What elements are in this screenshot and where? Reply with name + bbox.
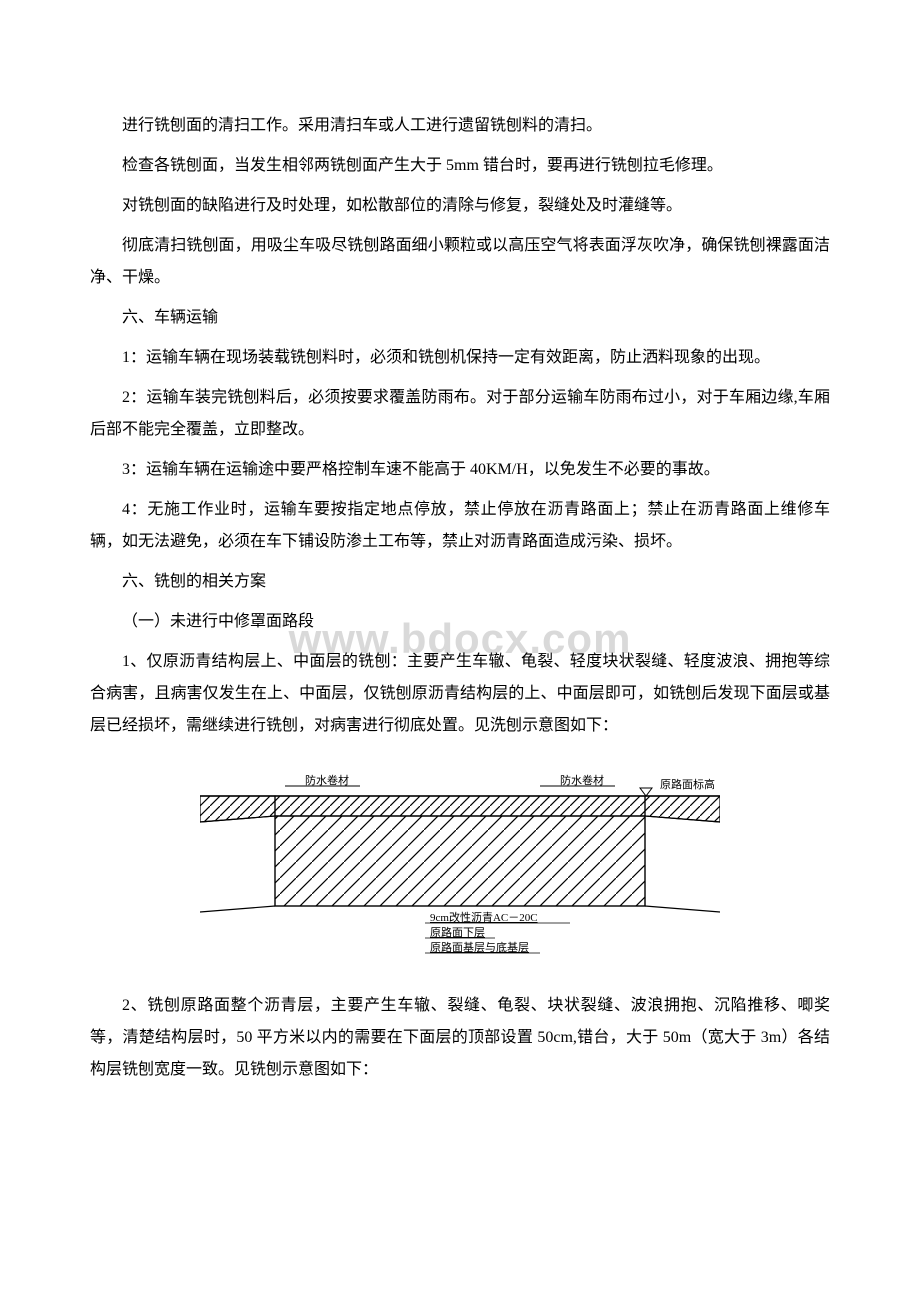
- diagram-label-right: 防水卷材: [560, 773, 604, 787]
- diagram-line2: 原路面下层: [430, 926, 485, 939]
- paragraph: 2、铣刨原路面整个沥青层，主要产生车辙、裂缝、龟裂、块状裂缝、波浪拥抱、沉陷推移…: [90, 990, 830, 1086]
- paragraph: 进行铣刨面的清扫工作。采用清扫车或人工进行遗留铣刨料的清扫。: [90, 110, 830, 142]
- paragraph: 1：运输车辆在现场装载铣刨料时，必须和铣刨机保持一定有效距离，防止洒料现象的出现…: [90, 342, 830, 374]
- milling-diagram: 防水卷材 防水卷材 原路面标高 9cm改性沥青AC－20C: [200, 766, 720, 966]
- diagram-label-left: 防水卷材: [305, 773, 349, 787]
- diagram-line1: 9cm改性沥青AC－20C: [430, 910, 538, 924]
- paragraph: 检查各铣刨面，当发生相邻两铣刨面产生大于 5mm 错台时，要再进行铣刨拉毛修理。: [90, 150, 830, 182]
- paragraph: 4：无施工作业时，运输车要按指定地点停放，禁止停放在沥青路面上；禁止在沥青路面上…: [90, 494, 830, 558]
- section-heading: 六、铣刨的相关方案: [90, 566, 830, 598]
- diagram-label-elevation: 原路面标高: [660, 777, 715, 791]
- paragraph: 2：运输车装完铣刨料后，必须按要求覆盖防雨布。对于部分运输车防雨布过小，对于车厢…: [90, 382, 830, 446]
- paragraph: 彻底清扫铣刨面，用吸尘车吸尽铣刨路面细小颗粒或以高压空气将表面浮灰吹净，确保铣刨…: [90, 230, 830, 294]
- document-body: 进行铣刨面的清扫工作。采用清扫车或人工进行遗留铣刨料的清扫。 检查各铣刨面，当发…: [90, 110, 830, 1086]
- section-heading: 六、车辆运输: [90, 302, 830, 334]
- paragraph: 对铣刨面的缺陷进行及时处理，如松散部位的清除与修复，裂缝处及时灌缝等。: [90, 190, 830, 222]
- paragraph: （一）未进行中修罩面路段: [90, 606, 830, 638]
- paragraph: 1、仅原沥青结构层上、中面层的铣刨：主要产生车辙、龟裂、轻度块状裂缝、轻度波浪、…: [90, 646, 830, 742]
- paragraph: 3：运输车辆在运输途中要严格控制车速不能高于 40KM/H，以免发生不必要的事故…: [90, 454, 830, 486]
- diagram-line3: 原路面基层与底基层: [430, 940, 529, 954]
- diagram-container: 防水卷材 防水卷材 原路面标高 9cm改性沥青AC－20C: [90, 766, 830, 966]
